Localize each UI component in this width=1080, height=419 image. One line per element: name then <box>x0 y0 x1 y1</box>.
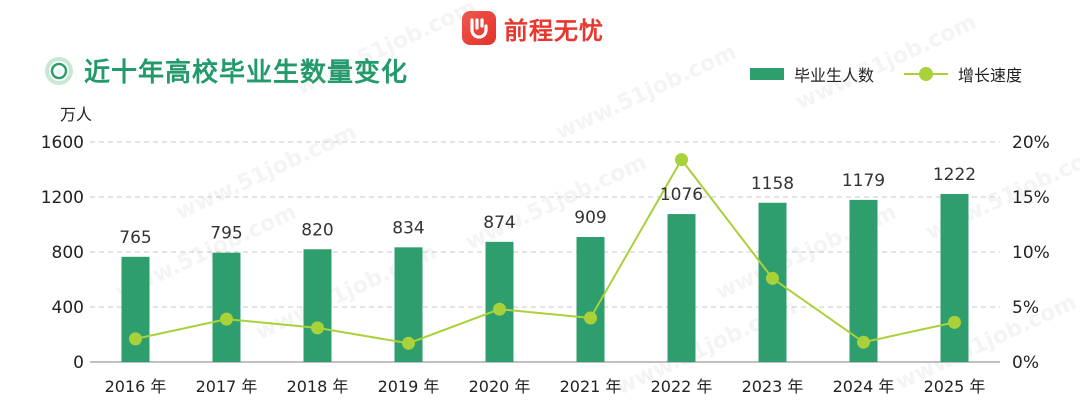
watermark-text: www.51job.com <box>172 120 361 226</box>
x-tick-label: 2025 年 <box>924 377 986 396</box>
bar <box>940 193 969 362</box>
growth-point <box>402 336 415 350</box>
bar-layer <box>121 193 969 362</box>
bar-value-label: 795 <box>210 224 242 244</box>
x-tick-label: 2020 年 <box>469 377 531 396</box>
chart-title-group: 近十年高校毕业生数量变化 <box>44 52 408 89</box>
label-layer: 765 2016 年 795 2017 年 820 2018 年 834 2019 年 874 2… <box>105 165 986 396</box>
growth-point <box>311 321 324 335</box>
y-left-tick-label: 1600 <box>41 133 84 153</box>
bar <box>212 252 241 362</box>
growth-point <box>493 302 506 316</box>
watermark-text: www.51job.com <box>792 10 981 116</box>
bar-value-label: 1158 <box>751 174 794 194</box>
x-tick-label: 2023 年 <box>742 377 804 396</box>
y-left-axis-label: 万人 <box>60 105 92 124</box>
y-right-tick-label: 10% <box>1012 243 1050 263</box>
x-tick-label: 2017 年 <box>196 377 258 396</box>
watermark-text: www.51job.com <box>462 150 651 256</box>
y-right-tick-label: 5% <box>1012 298 1039 318</box>
bar-value-label: 834 <box>392 218 424 238</box>
legend-bar-swatch <box>750 68 784 80</box>
watermark-text: www.51job.com <box>292 0 481 100</box>
growth-point <box>129 332 142 346</box>
bar <box>485 241 514 362</box>
bar <box>576 237 605 362</box>
brand-name: 前程无忧 <box>504 16 604 45</box>
growth-line <box>135 157 955 345</box>
y-right-tick-label: 20% <box>1012 133 1050 153</box>
ring-icon <box>45 56 73 85</box>
x-tick-label: 2021 年 <box>560 377 622 396</box>
bar <box>303 249 332 362</box>
watermark-text: www.51job.com <box>552 40 741 146</box>
growth-point <box>220 312 233 326</box>
bar-value-label: 1076 <box>660 185 703 205</box>
watermark-text: www.51job.com <box>892 290 1080 396</box>
bar-value-label: 909 <box>574 208 606 228</box>
legend-line-swatch <box>904 66 949 82</box>
brand-header: 前程无忧 <box>462 10 604 46</box>
y-left-tick-label: 1200 <box>41 188 84 208</box>
x-tick-label: 2016 年 <box>105 377 167 396</box>
bar-value-label: 874 <box>483 213 515 233</box>
bar <box>667 214 696 362</box>
x-tick-label: 2022 年 <box>651 377 713 396</box>
y-right-tick-label: 15% <box>1012 188 1050 208</box>
x-tick-label: 2019 年 <box>378 377 440 396</box>
growth-point <box>766 271 779 285</box>
brand-logo-icon <box>462 11 496 45</box>
legend-label-bars: 毕业生人数 <box>794 66 875 85</box>
bar-value-label: 1179 <box>842 171 885 191</box>
growth-point <box>857 335 870 349</box>
y-left-tick-label: 0 <box>73 353 84 373</box>
line-layer <box>129 153 961 350</box>
y-left-tick-label: 400 <box>52 298 84 318</box>
growth-point <box>584 311 597 325</box>
grid-layer: 0 400 800 1200 1600 0% 5% 10% 15% 20% 万人 <box>41 105 1050 373</box>
bar <box>121 256 150 362</box>
bar-value-label: 765 <box>119 228 151 248</box>
chart-legend: 毕业生人数 增长速度 <box>750 62 1022 86</box>
bar-value-label: 820 <box>301 220 333 240</box>
chart-title: 近十年高校毕业生数量变化 <box>84 58 409 88</box>
growth-point <box>948 315 961 329</box>
x-tick-label: 2024 年 <box>833 377 895 396</box>
y-left-tick-label: 800 <box>52 243 84 263</box>
legend-label-line: 增长速度 <box>958 66 1023 85</box>
growth-point <box>675 153 688 167</box>
bar-value-label: 1222 <box>933 165 976 185</box>
x-tick-label: 2018 年 <box>287 377 349 396</box>
y-right-tick-label: 0% <box>1012 353 1039 373</box>
